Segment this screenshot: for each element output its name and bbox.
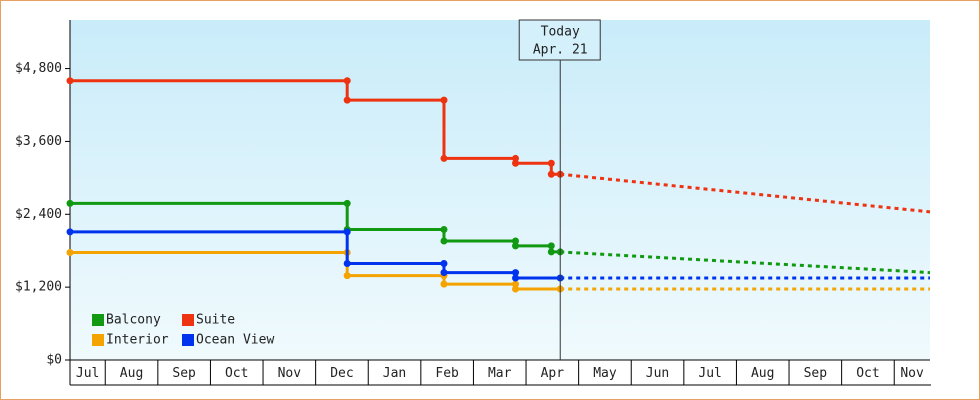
point	[343, 199, 351, 207]
point	[440, 96, 448, 104]
point	[512, 269, 520, 277]
x-tick-label: Jun	[646, 366, 669, 381]
point	[440, 280, 448, 288]
point	[343, 77, 351, 85]
forecast-line	[560, 250, 931, 275]
point	[343, 228, 351, 236]
legend-swatch	[92, 334, 104, 346]
x-tick-label: Dec	[330, 366, 353, 381]
x-tick-label: Aug	[751, 366, 774, 381]
point	[440, 154, 448, 162]
point	[66, 228, 74, 236]
series-line	[70, 79, 561, 176]
legend-swatch	[182, 314, 194, 326]
x-tick-label: Jul	[698, 366, 721, 381]
plot-area	[70, 20, 930, 360]
point	[66, 249, 74, 257]
x-tick-label: Sep	[804, 366, 828, 381]
today-label: Apr. 21	[533, 43, 588, 58]
x-tick-label: Feb	[435, 366, 459, 381]
x-tick-label: Oct	[225, 366, 248, 381]
legend-label: Balcony	[106, 313, 161, 328]
today-label: Today	[541, 25, 580, 40]
point	[343, 272, 351, 280]
x-tick-label: Aug	[120, 366, 143, 381]
today-box	[518, 19, 601, 61]
legend-label: Ocean View	[196, 333, 274, 348]
point	[547, 242, 555, 250]
point	[343, 96, 351, 104]
y-tick-label: $1,200	[15, 280, 62, 295]
point	[440, 237, 448, 245]
x-tick-label: Nov	[900, 366, 924, 381]
point	[512, 242, 520, 250]
point	[512, 237, 520, 245]
x-tick-label: May	[593, 366, 617, 381]
x-tick-label: Jan	[383, 366, 406, 381]
y-tick-label: $4,800	[15, 61, 62, 76]
legend-label: Suite	[196, 313, 235, 328]
point	[440, 269, 448, 277]
point	[440, 259, 448, 267]
point	[440, 225, 448, 233]
point	[547, 159, 555, 167]
point	[512, 274, 520, 282]
point	[547, 248, 555, 256]
point	[343, 259, 351, 267]
y-tick-label: $2,400	[15, 207, 62, 222]
x-tick-label: Apr	[541, 366, 565, 381]
point	[66, 77, 74, 85]
y-tick-label: $0	[46, 353, 62, 368]
x-tick-label: Nov	[278, 366, 302, 381]
y-tick-label: $3,600	[15, 134, 62, 149]
forecast-line	[560, 172, 931, 214]
legend-label: Interior	[106, 333, 169, 348]
point	[512, 280, 520, 288]
point	[66, 199, 74, 207]
point	[512, 285, 520, 293]
legend-swatch	[182, 334, 194, 346]
x-tick-label: Oct	[856, 366, 879, 381]
point	[512, 159, 520, 167]
point	[512, 154, 520, 162]
point	[547, 170, 555, 178]
x-tick-label: Sep	[172, 366, 196, 381]
legend-swatch	[92, 314, 104, 326]
x-tick-label: Mar	[488, 366, 512, 381]
x-tick-label: Jul	[76, 366, 99, 381]
